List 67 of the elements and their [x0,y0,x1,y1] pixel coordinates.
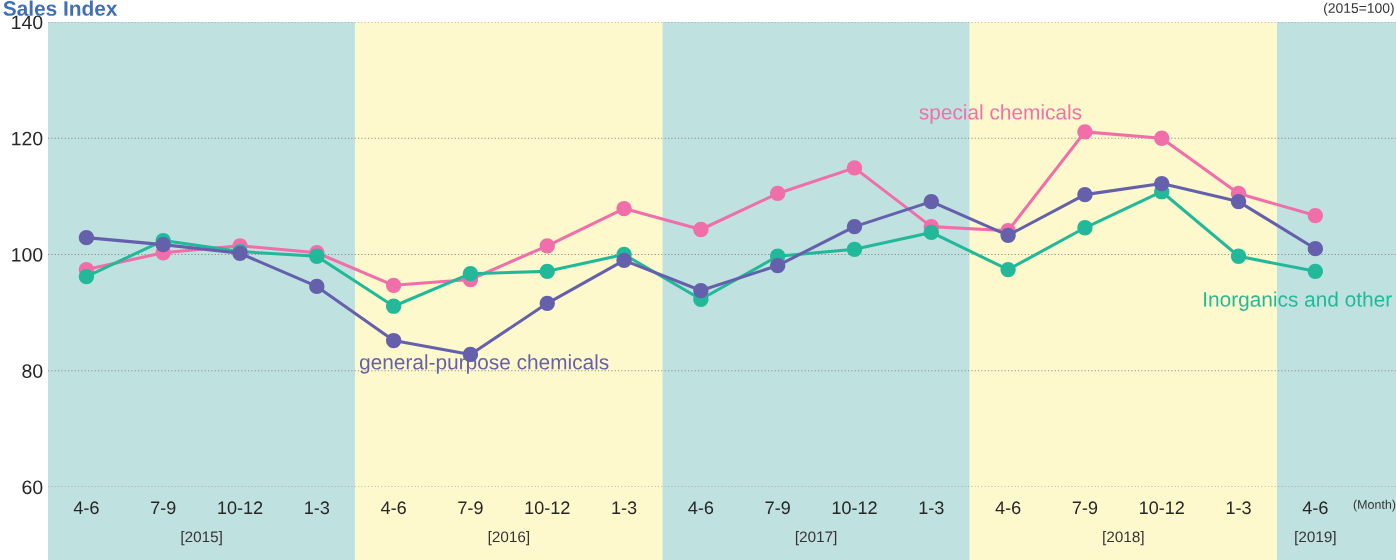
x-tick-label: 1-3 [612,501,637,515]
point [78,268,95,285]
point [1077,124,1093,140]
point [1077,186,1093,203]
x-tick-label: 1-3 [1226,501,1251,515]
point [1077,220,1093,236]
x-tick-label: 4-6 [1302,501,1328,515]
x-tick-label: 1-3 [919,501,944,515]
point [1230,248,1247,264]
point [846,160,863,176]
point [539,295,555,311]
point [693,221,709,238]
point [616,252,632,268]
point [1000,261,1016,278]
point [923,224,939,241]
text: (2015=100) [1324,2,1394,16]
x-tick-label: 4-6 [995,501,1021,515]
text: [2017] [795,531,837,546]
y-tick-label: 140 [12,15,43,30]
point [462,266,479,282]
x-tick-label: 10-12 [525,501,570,515]
point [1307,263,1323,279]
point [78,230,95,246]
point [693,282,709,299]
x-tick-label: 4-6 [381,501,406,515]
x-tick-label: 7-9 [458,501,483,515]
point [386,277,402,293]
y-tick-label: 100 [12,247,43,262]
chart-title: Sales Index [3,0,118,16]
point [1307,241,1323,257]
x-tick-label: 7-9 [765,501,790,515]
x-tick-label: 1-3 [305,501,330,515]
series-label: special chemicals [919,104,1082,124]
point [846,241,863,257]
series-label: Inorganics and other [1204,291,1392,311]
point [616,200,632,217]
point [1000,227,1016,243]
point [770,257,786,274]
x-tick-label: 10-12 [832,501,877,515]
point [1154,175,1170,192]
y-tick-label: 80 [22,364,43,378]
point [1230,193,1247,210]
x-tick-label: 4-6 [73,501,99,515]
series-label: general-purpose chemicals [359,354,609,374]
text: [2018] [1103,531,1144,546]
text: [2019] [1295,531,1336,546]
y-tick-label: 60 [22,480,43,495]
point [539,263,555,279]
point [386,298,402,314]
text: (Month) [1353,499,1396,512]
x-tick-label: 10-12 [218,501,263,515]
point [1154,130,1170,146]
point [846,218,863,235]
point [923,193,939,210]
point [309,278,325,295]
x-tick-label: 7-9 [1072,501,1098,515]
text: [2015] [181,531,222,546]
x-tick-label: 4-6 [688,501,714,515]
point [386,332,402,349]
point [770,185,786,202]
point [539,238,555,254]
point [155,236,171,253]
text: [2016] [488,531,530,546]
x-tick-label: 7-9 [151,501,176,515]
y-tick-label: 120 [12,131,43,146]
point [1307,207,1323,224]
x-tick-label: 10-12 [1140,501,1184,515]
